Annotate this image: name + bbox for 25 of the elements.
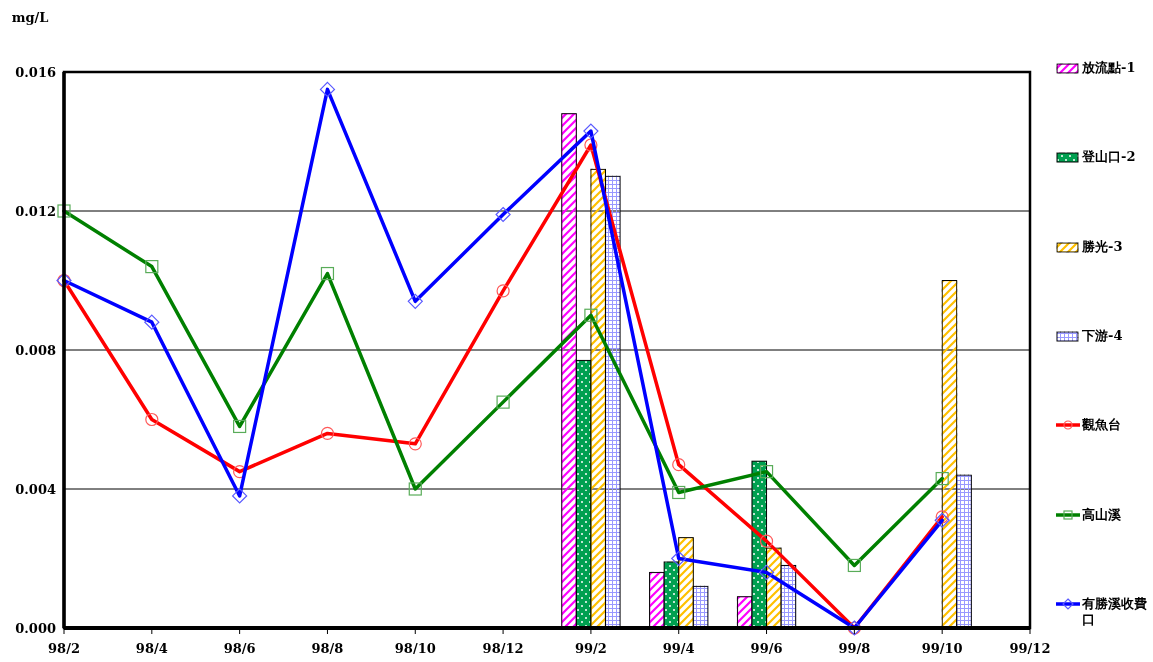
legend-label: 登山口-2 [1082, 149, 1136, 166]
legend-label: 有勝溪收費口 [1082, 596, 1148, 628]
x-tick-label: 99/6 [750, 641, 783, 656]
x-tick-label: 98/6 [223, 641, 256, 656]
x-tick-label: 98/10 [394, 641, 436, 656]
x-tick-label: 99/8 [838, 641, 871, 656]
y-axis-title: mg/L [11, 10, 49, 25]
x-tick-label: 99/10 [921, 641, 963, 656]
y-tick-label: 0.016 [15, 65, 56, 80]
x-tick-label: 99/4 [662, 641, 695, 656]
legend-label: 下游-4 [1082, 328, 1123, 344]
legend-label: 勝光-3 [1082, 238, 1123, 255]
y-tick-label: 0.008 [15, 343, 56, 358]
x-tick-label: 99/2 [574, 641, 607, 656]
x-tick-label: 98/4 [135, 641, 168, 656]
legend-label: 高山溪 [1082, 506, 1121, 523]
x-tick-label: 98/2 [48, 641, 80, 656]
y-tick-label: 0.000 [15, 621, 56, 636]
legend-label: 觀魚台 [1082, 417, 1121, 434]
y-tick-label: 0.012 [15, 204, 56, 219]
y-tick-label: 0.004 [15, 482, 56, 497]
legend-label: 放流點-1 [1082, 60, 1136, 76]
x-tick-label: 98/8 [311, 641, 344, 656]
x-tick-label: 99/12 [1009, 641, 1051, 656]
x-tick-label: 98/12 [482, 641, 524, 656]
